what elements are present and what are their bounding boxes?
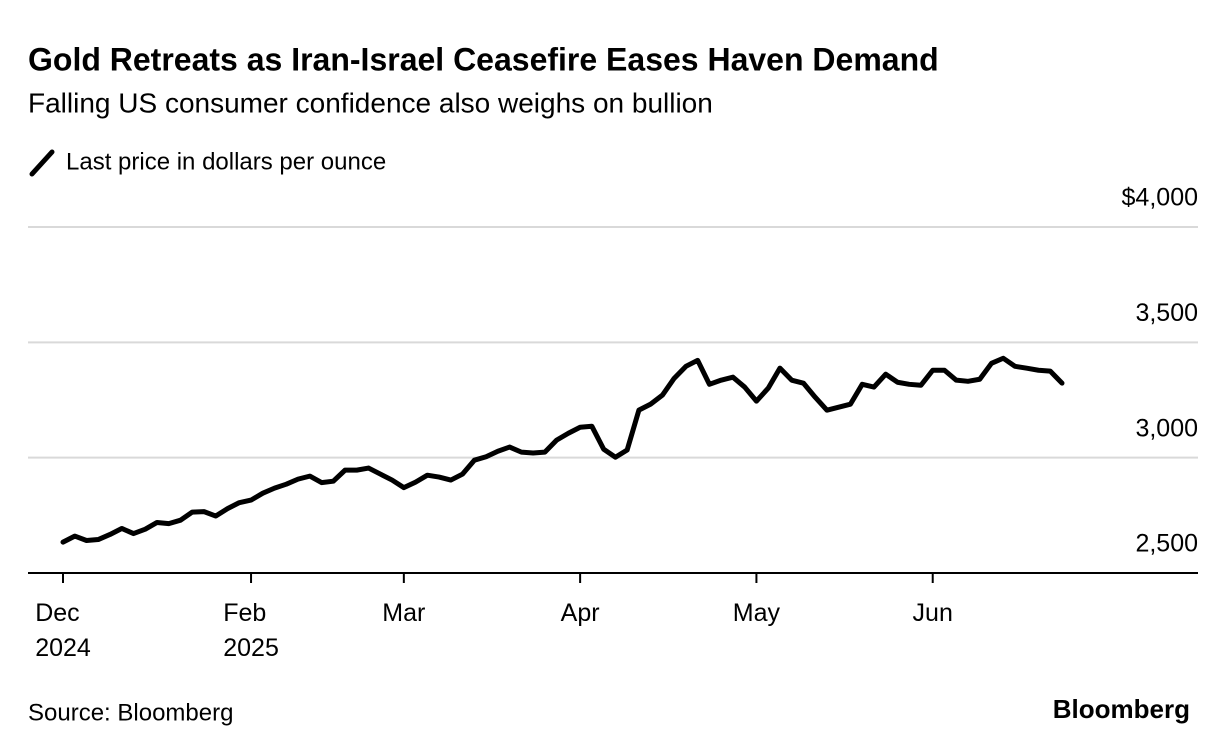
y-tick-label: $4,000 <box>1122 184 1198 212</box>
x-tick-label: Mar <box>382 599 426 627</box>
y-tick-label: 3,500 <box>1135 299 1198 327</box>
brand-logo: Bloomberg <box>1053 694 1190 724</box>
chart-title: Gold Retreats as Iran-Israel Ceasefire E… <box>28 41 939 77</box>
y-tick-label: 3,000 <box>1135 414 1198 442</box>
chart-subtitle: Falling US consumer confidence also weig… <box>28 87 713 118</box>
y-tick-label: 2,500 <box>1135 530 1198 558</box>
legend-label: Last price in dollars per ounce <box>66 148 386 175</box>
price-line <box>60 355 1065 545</box>
x-tick-label: May <box>732 599 781 627</box>
source: Source: Bloomberg <box>28 699 233 726</box>
x-tick-label: Jun <box>912 599 953 627</box>
x-tick-label: Dec 2024 <box>35 599 91 662</box>
legend-swatch <box>29 149 55 177</box>
x-tick-label: Apr <box>560 599 600 627</box>
x-tick-label: Feb 2025 <box>223 599 279 662</box>
